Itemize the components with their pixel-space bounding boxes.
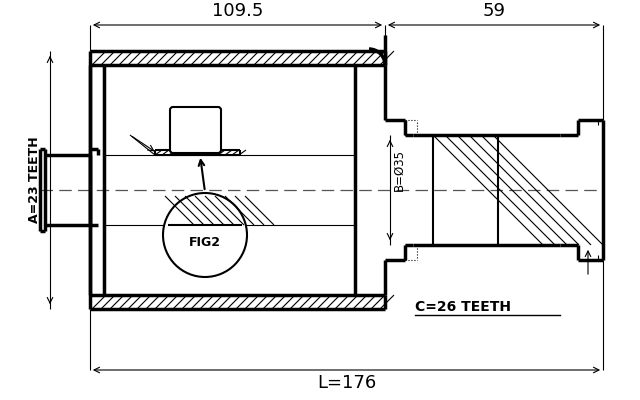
Text: C=26 TEETH: C=26 TEETH xyxy=(415,300,511,314)
Text: L=176: L=176 xyxy=(317,374,376,392)
Text: A=23 TEETH: A=23 TEETH xyxy=(29,137,42,223)
Text: 109.5: 109.5 xyxy=(212,2,263,20)
Circle shape xyxy=(163,193,247,277)
Text: 59: 59 xyxy=(483,2,506,20)
Text: FIG2: FIG2 xyxy=(189,236,221,250)
FancyBboxPatch shape xyxy=(170,107,221,153)
Text: B=Ø35: B=Ø35 xyxy=(393,149,406,191)
